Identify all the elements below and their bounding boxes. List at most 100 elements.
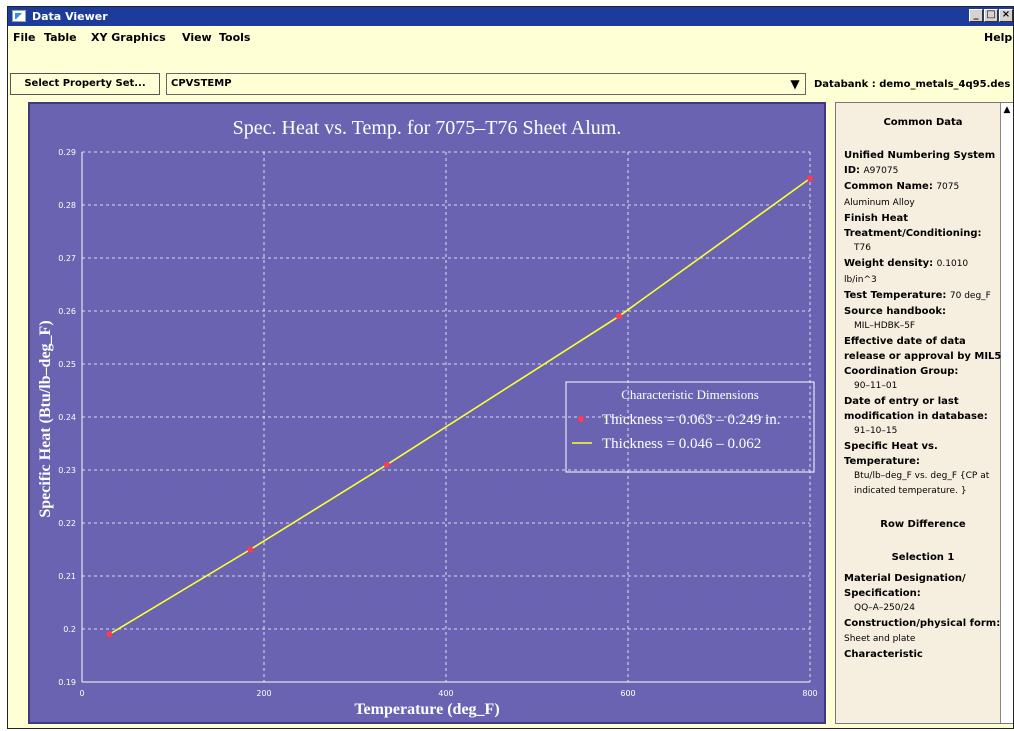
property-set-value: CPVSTEMP: [171, 78, 232, 89]
legend-marker: [578, 416, 584, 422]
maximize-button[interactable]: □: [984, 9, 998, 22]
selection-fields: Material Designation/ Specification: QQ–A…: [844, 571, 1002, 662]
field-label: Date of entry or last modification in da…: [844, 396, 988, 422]
select-property-set-button[interactable]: Select Property Set...: [10, 73, 160, 95]
grid-lines: [81, 151, 811, 683]
menu-bar: File Table XY Graphics View Tools Help: [8, 27, 1013, 47]
panel-content: Common Data Unified Numbering System ID:…: [844, 113, 1002, 662]
field-label: Material Designation/ Specification:: [844, 573, 966, 599]
title-bar[interactable]: Data Viewer _ □ ×: [8, 7, 1013, 26]
legend-entry: Thickness = 0.046 – 0.062: [602, 436, 761, 452]
panel-field: Common Name: 7075 Aluminum Alloy: [844, 179, 1002, 211]
panel-fields: Unified Numbering System ID: A97075 Commo…: [844, 148, 1002, 499]
chart-title: Spec. Heat vs. Temp. for 7075–T76 Sheet …: [233, 117, 622, 139]
chart-area: Spec. Heat vs. Temp. for 7075–T76 Sheet …: [28, 102, 826, 724]
field-value: 91–10–15: [854, 426, 898, 436]
data-point: [615, 313, 622, 320]
property-set-field[interactable]: CPVSTEMP ▼: [166, 73, 806, 95]
legend-title: Characteristic Dimensions: [621, 387, 759, 402]
data-viewer-window: Data Viewer _ □ × File Table XY Graphics…: [7, 6, 1014, 729]
field-value: QQ–A–250/24: [854, 603, 915, 613]
data-point: [247, 546, 254, 553]
legend-box: [565, 381, 815, 473]
menu-file[interactable]: File: [13, 31, 36, 44]
field-value: 70 deg_F: [949, 291, 991, 301]
panel-field: Characteristic: [844, 647, 1002, 662]
close-button[interactable]: ×: [999, 9, 1013, 22]
y-tick-label: 0.28: [58, 201, 76, 210]
y-tick-label: 0.19: [58, 678, 76, 687]
x-tick-label: 600: [620, 689, 635, 698]
field-value: Sheet and plate: [844, 634, 916, 644]
field-label: Unified Numbering System ID:: [844, 150, 996, 176]
legend: Characteristic Dimensions Thickness = 0.0…: [565, 381, 815, 473]
menu-table[interactable]: Table: [44, 31, 77, 44]
y-tick-label: 0.25: [58, 360, 76, 369]
field-label: Construction/physical form:: [844, 618, 1001, 629]
field-value: 0.1010 lb/in^3: [844, 259, 969, 285]
x-tick-label: 400: [438, 689, 453, 698]
field-value: Btu/lb–deg_F vs. deg_F {CP at indicated …: [854, 471, 990, 496]
panel-scrollbar[interactable]: ▲: [1000, 103, 1013, 723]
row-difference-title: Row Difference: [880, 519, 966, 530]
y-axis-label: Specific Heat (Btu/lb–deg_F): [37, 320, 54, 517]
menu-tools[interactable]: Tools: [219, 31, 251, 44]
field-value: 90–11–01: [854, 381, 898, 391]
y-tick-label: 0.26: [58, 307, 76, 316]
menu-xy-graphics[interactable]: XY Graphics: [91, 31, 166, 44]
y-tick-label: 0.21: [58, 572, 76, 581]
field-label: Test Temperature:: [844, 290, 950, 301]
field-value: MIL–HDBK–5F: [854, 321, 916, 331]
x-tick-label: 0: [79, 689, 84, 698]
y-tick-label: 0.22: [58, 519, 76, 528]
panel-field: Construction/physical form: Sheet and pl…: [844, 616, 1002, 647]
tick-labels: 0.19 0.2 0.21 0.22 0.23 0.24 0.25 0.26 0.27 0.28 0…: [58, 148, 817, 698]
databank-value: demo_metals_4q95.des: [879, 79, 1011, 90]
panel-field: Specific Heat vs. Temperature: Btu/lb–deg…: [844, 439, 1002, 499]
selection-title: Selection 1: [891, 552, 955, 563]
panel-field: Test Temperature: 70 deg_F: [844, 288, 1002, 304]
minimize-button[interactable]: _: [969, 9, 983, 22]
y-tick-label: 0.24: [58, 413, 76, 422]
field-label: Specific Heat vs. Temperature:: [844, 441, 938, 467]
y-tick-label: 0.27: [58, 254, 76, 263]
series-line: [108, 177, 811, 635]
y-tick-label: 0.29: [58, 148, 76, 157]
menu-help[interactable]: Help: [984, 31, 1013, 44]
legend-entry: Thickness = 0.063 – 0.249 in.: [602, 412, 780, 428]
databank-caption: Databank :: [814, 79, 876, 90]
panel-field: Weight density: 0.1010 lb/in^3: [844, 256, 1002, 288]
field-label: Finish Heat Treatment/Conditioning:: [844, 213, 982, 239]
field-value: 7075 Aluminum Alloy: [844, 182, 960, 208]
panel-field: Effective date of data release or approv…: [844, 334, 1002, 394]
field-label: Common Name:: [844, 181, 937, 192]
field-value: A97075: [863, 166, 899, 176]
spec-heat-chart: Spec. Heat vs. Temp. for 7075–T76 Sheet …: [37, 117, 818, 718]
field-value: T76: [854, 243, 871, 253]
field-label: Weight density:: [844, 258, 937, 269]
panel-field: Unified Numbering System ID: A97075: [844, 148, 1002, 179]
app-icon: [12, 10, 26, 22]
common-data-panel[interactable]: ▲ Common Data Unified Numbering System I…: [835, 102, 1013, 724]
x-tick-label: 800: [802, 689, 817, 698]
panel-field: Source handbook: MIL–HDBK–5F: [844, 304, 1002, 334]
common-data-title: Common Data: [883, 117, 963, 128]
panel-field: Material Designation/ Specification: QQ–A…: [844, 571, 1002, 616]
chevron-down-icon[interactable]: ▼: [790, 77, 800, 91]
toolbar: Select Property Set... CPVSTEMP ▼ Databa…: [8, 49, 1013, 95]
menu-view[interactable]: View: [182, 31, 212, 44]
data-point: [807, 175, 813, 182]
databank-label: Databank : demo_metals_4q95.des: [814, 79, 1010, 90]
series-layer: [106, 175, 813, 638]
scroll-up-icon[interactable]: ▲: [1003, 105, 1011, 115]
x-axis-label: Temperature (deg_F): [354, 701, 499, 718]
y-tick-label: 0.2: [63, 625, 76, 634]
x-tick-label: 200: [256, 689, 271, 698]
field-label: Effective date of data release or approv…: [844, 336, 1002, 377]
field-label: Characteristic: [844, 649, 923, 660]
y-tick-label: 0.23: [58, 466, 76, 475]
panel-field: Date of entry or last modification in da…: [844, 394, 1002, 439]
field-label: Source handbook:: [844, 306, 947, 317]
panel-field: Finish Heat Treatment/Conditioning: T76: [844, 211, 1002, 256]
data-point: [383, 461, 390, 468]
